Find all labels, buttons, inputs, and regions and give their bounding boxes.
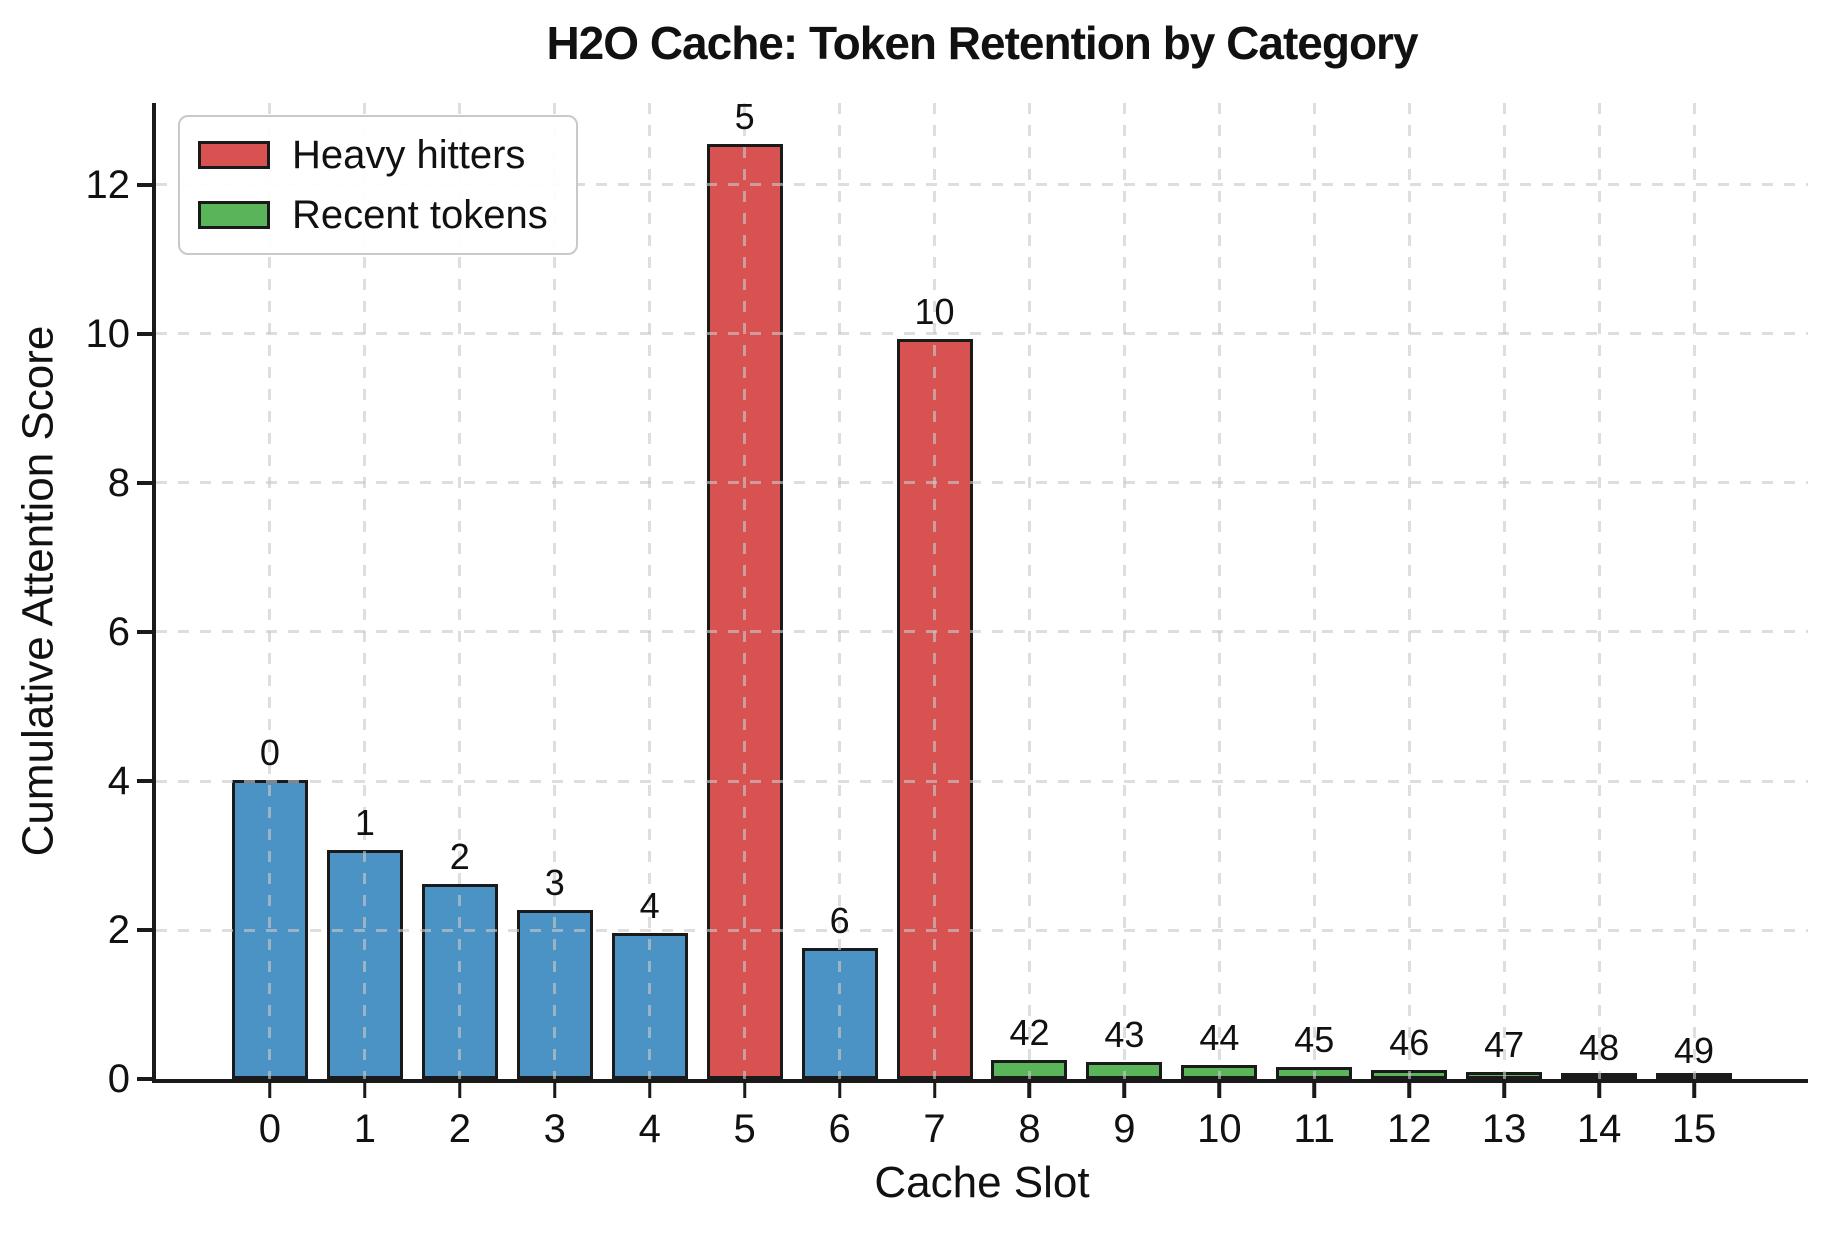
y-gridline-10 (156, 332, 1808, 336)
x-gridline-6 (838, 103, 842, 1079)
y-gridline-2 (156, 928, 1808, 932)
y-gridline-4 (156, 779, 1808, 783)
bar-value-label-1: 1 (354, 802, 375, 844)
bar-value-label-15: 49 (1674, 1029, 1715, 1071)
x-tick-10 (1217, 1083, 1222, 1098)
y-gridline-6 (156, 630, 1808, 634)
x-tick-label-12: 12 (1386, 1107, 1432, 1151)
x-tick-label-2: 2 (448, 1107, 471, 1151)
legend-label-recent-tokens: Recent tokens (292, 193, 548, 237)
x-gridline-7 (933, 103, 937, 1079)
x-tick-13 (1502, 1083, 1506, 1098)
x-gridline-13 (1502, 103, 1506, 1079)
x-tick-label-4: 4 (638, 1107, 661, 1151)
y-tick-label-12: 12 (85, 162, 131, 207)
bar-value-label-4: 4 (639, 884, 660, 926)
x-tick-9 (1122, 1083, 1127, 1098)
y-tick-label-2: 2 (107, 907, 130, 952)
y-tick-10 (137, 332, 153, 336)
x-tick-12 (1407, 1083, 1411, 1098)
y-tick-12 (137, 183, 153, 187)
x-axis-spine (152, 1079, 1808, 1083)
y-tick-4 (137, 779, 153, 783)
x-axis-label: Cache Slot (874, 1158, 1090, 1207)
x-tick-3 (553, 1083, 557, 1098)
bar-value-label-11: 45 (1294, 1019, 1335, 1061)
x-tick-label-8: 8 (1018, 1107, 1041, 1151)
legend-swatch-heavy-hitters (198, 141, 270, 169)
x-gridline-14 (1597, 103, 1601, 1079)
x-tick-label-13: 13 (1481, 1107, 1527, 1151)
x-tick-label-0: 0 (258, 1107, 282, 1151)
x-tick-label-14: 14 (1576, 1107, 1622, 1151)
x-tick-label-10: 10 (1197, 1107, 1242, 1151)
x-tick-label-15: 15 (1671, 1107, 1717, 1151)
x-gridline-3 (553, 103, 557, 1079)
bar-value-label-14: 48 (1579, 1027, 1620, 1069)
x-gridline-4 (648, 103, 652, 1079)
x-gridline-11 (1312, 103, 1316, 1079)
x-tick-4 (647, 1083, 652, 1098)
x-tick-6 (837, 1083, 842, 1098)
x-tick-15 (1692, 1083, 1696, 1098)
x-tick-0 (268, 1083, 272, 1098)
y-tick-6 (137, 630, 153, 634)
legend-entry-recent-tokens: Recent tokens (198, 193, 548, 237)
y-tick-label-10: 10 (85, 311, 131, 356)
y-tick-label-4: 4 (107, 758, 130, 803)
x-tick-1 (363, 1083, 367, 1098)
x-tick-7 (932, 1083, 937, 1098)
x-gridline-10 (1217, 103, 1221, 1079)
y-gridline-8 (156, 481, 1808, 485)
bar-value-label-5: 5 (734, 95, 755, 137)
x-gridline-0 (268, 103, 272, 1079)
y-tick-label-8: 8 (107, 460, 130, 505)
legend-entry-heavy-hitters: Heavy hitters (198, 133, 548, 177)
x-gridline-8 (1027, 103, 1031, 1079)
x-tick-11 (1312, 1083, 1317, 1098)
x-gridline-5 (743, 103, 747, 1079)
x-tick-8 (1027, 1083, 1032, 1098)
x-gridline-1 (363, 103, 367, 1079)
x-tick-label-3: 3 (543, 1107, 566, 1151)
x-gridline-15 (1692, 103, 1696, 1079)
y-tick-8 (137, 481, 153, 485)
x-tick-label-11: 11 (1293, 1107, 1336, 1151)
x-tick-5 (742, 1083, 747, 1098)
bar-value-label-6: 6 (829, 899, 850, 941)
x-gridline-2 (458, 103, 462, 1079)
chart-title: H2O Cache: Token Retention by Category (546, 17, 1418, 69)
x-gridline-12 (1407, 103, 1411, 1079)
y-axis-spine (152, 103, 156, 1083)
legend-label-heavy-hitters: Heavy hitters (292, 133, 526, 177)
y-tick-2 (137, 928, 153, 932)
x-tick-label-1: 1 (353, 1107, 376, 1151)
bar-value-label-3: 3 (544, 861, 565, 903)
legend-swatch-recent-tokens (198, 201, 270, 229)
bar-value-label-8: 42 (1009, 1011, 1050, 1053)
bar-value-label-2: 2 (449, 835, 470, 877)
bar-value-label-0: 0 (259, 731, 280, 773)
x-tick-2 (458, 1083, 462, 1098)
x-tick-label-6: 6 (828, 1107, 851, 1151)
bar-value-label-9: 43 (1104, 1013, 1145, 1055)
x-tick-label-7: 7 (923, 1107, 946, 1151)
bar-value-label-13: 47 (1484, 1024, 1525, 1066)
y-tick-label-0: 0 (107, 1057, 130, 1101)
x-tick-label-9: 9 (1113, 1107, 1136, 1151)
bar-value-label-12: 46 (1389, 1022, 1430, 1064)
legend: Heavy hitters Recent tokens (178, 115, 578, 255)
plot-area: Heavy hitters Recent tokens 0 2 4 6 8 10 12 0 1 2… (86, 98, 1808, 1149)
x-tick-label-5: 5 (733, 1107, 756, 1151)
bar-value-label-7: 10 (914, 291, 955, 333)
x-tick-14 (1597, 1083, 1601, 1098)
x-gridline-9 (1122, 103, 1126, 1079)
y-gridline-12 (156, 183, 1808, 187)
bar-value-label-10: 44 (1199, 1016, 1240, 1058)
y-tick-label-6: 6 (107, 609, 130, 654)
y-tick-0 (137, 1077, 153, 1081)
